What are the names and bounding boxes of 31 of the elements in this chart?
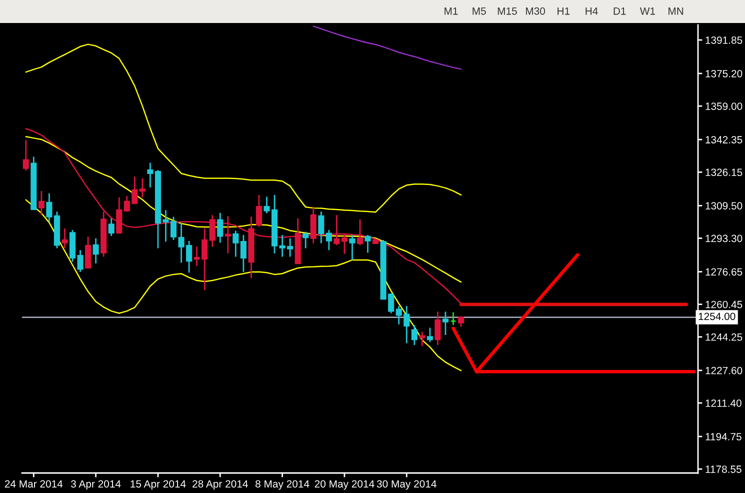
x-tick-label: 15 Apr 2014 <box>130 480 186 490</box>
text: MN <box>668 8 684 15</box>
text: M1 <box>444 8 458 15</box>
y-tick-label: 1391.85 <box>706 36 742 44</box>
y-tick-label: 1375.20 <box>706 70 742 78</box>
y-tick-label: 1211.40 <box>706 399 742 407</box>
y-tick-label: 1227.60 <box>706 366 742 374</box>
y-tick-label: 1359.00 <box>706 102 742 110</box>
x-tick-label: 30 May 2014 <box>376 480 436 490</box>
y-tick-label: 1326.15 <box>706 168 742 176</box>
text: D1 <box>614 8 626 15</box>
y-tick-label: 1276.65 <box>706 268 742 276</box>
text: M30 <box>526 7 546 15</box>
y-tick-label: 1194.75 <box>706 432 742 440</box>
x-tick-label: 28 Apr 2014 <box>192 480 248 490</box>
ref-line-label: 1254.00 <box>698 312 736 320</box>
text: M5 <box>472 8 486 15</box>
text: H4 <box>586 8 598 15</box>
x-tick-label: 3 Apr 2014 <box>71 480 121 490</box>
x-tick-label: 8 May 2014 <box>256 480 310 490</box>
x-tick-label: 20 May 2014 <box>314 480 374 490</box>
y-tick-label: 1309.50 <box>706 202 742 210</box>
text: M15 <box>498 8 517 15</box>
y-tick-label: 1293.30 <box>706 234 742 242</box>
text: H1 <box>558 8 570 15</box>
y-tick-label: 1244.25 <box>706 333 742 341</box>
x-tick-label: 24 Mar 2014 <box>4 480 63 488</box>
y-tick-label: 1178.55 <box>706 466 742 473</box>
text: W1 <box>640 8 656 15</box>
y-tick-label: 1260.45 <box>706 300 742 308</box>
y-tick-label: 1342.35 <box>706 136 742 144</box>
